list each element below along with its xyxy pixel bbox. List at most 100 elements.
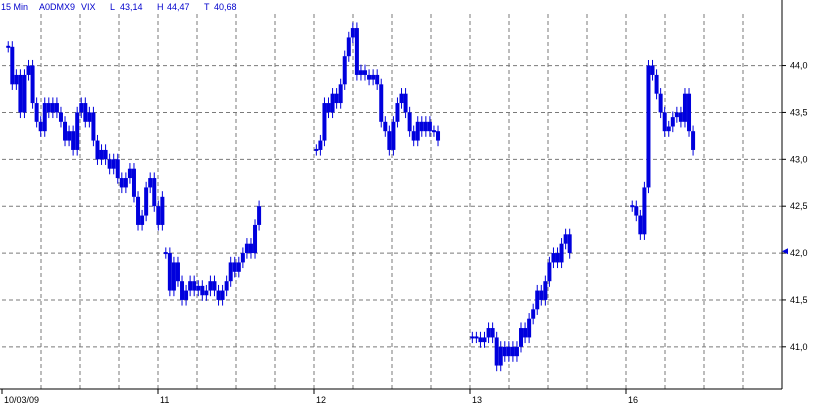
candle-body — [148, 178, 153, 188]
candle-body — [514, 346, 519, 357]
candle-body — [175, 262, 180, 282]
candle-body — [322, 103, 327, 141]
candle-body — [658, 93, 663, 113]
candle-body — [354, 28, 359, 75]
candle-body — [75, 112, 80, 150]
candle-body — [156, 206, 161, 225]
candle-body — [171, 262, 176, 291]
y-tick-label: 42,0 — [790, 248, 808, 258]
candle-body — [107, 159, 112, 169]
candle-body — [99, 149, 104, 160]
candle-body — [111, 159, 116, 169]
candle-body — [236, 262, 241, 272]
candle-body — [180, 281, 185, 300]
header-name: VIX — [81, 2, 96, 12]
candle-body — [63, 121, 68, 141]
candle-body — [163, 252, 168, 255]
last-price-marker-group — [782, 248, 788, 255]
candle-body — [6, 45, 11, 48]
candle-body — [358, 70, 363, 75]
candle-body — [638, 215, 643, 235]
candle-body — [188, 281, 193, 291]
candle-body — [184, 290, 189, 300]
candle-body — [391, 121, 396, 150]
candle-body — [54, 103, 59, 113]
candle-body — [152, 178, 157, 207]
candle-body — [144, 187, 149, 216]
candle-body — [519, 328, 524, 347]
x-tick-label: 12 — [316, 395, 326, 405]
candle-body — [551, 253, 556, 263]
candle-body — [196, 285, 201, 291]
candle-body — [220, 290, 225, 300]
candle-body — [58, 112, 63, 122]
x-tick-labels: 10/03/09 11 12 13 16 — [1, 389, 638, 405]
candle-body — [363, 70, 368, 75]
candle-body — [490, 328, 495, 338]
candle-body — [38, 121, 43, 132]
candle-body — [436, 131, 441, 141]
candle-body — [567, 234, 572, 254]
candle-body — [498, 346, 503, 366]
candle-body — [411, 131, 416, 141]
candle-body — [79, 103, 84, 113]
candle-body — [395, 103, 400, 122]
candle-body — [42, 103, 47, 132]
candle-body — [399, 93, 404, 104]
candle-body — [204, 290, 209, 296]
header-high-value: 44,47 — [167, 2, 190, 12]
candle-body — [431, 130, 436, 133]
candle-body — [678, 112, 683, 122]
candle-body — [224, 281, 229, 291]
candle-body — [478, 337, 483, 343]
candle-body — [103, 149, 108, 160]
candle-body — [10, 46, 15, 85]
candle-body — [212, 281, 217, 291]
candle-body — [527, 318, 532, 338]
candle-body — [486, 328, 491, 338]
candle-body — [115, 159, 120, 179]
candle-body — [367, 74, 372, 80]
x-tick-label: 16 — [628, 395, 638, 405]
candle-body — [494, 337, 499, 366]
candle-body — [123, 178, 128, 188]
candle-body — [642, 187, 647, 235]
candle-body — [531, 309, 536, 319]
header-symbol: A0DMX9 — [39, 2, 75, 12]
candle-body — [22, 74, 27, 113]
candle-body — [654, 74, 659, 94]
candle-body — [547, 262, 552, 282]
grid-lines — [2, 14, 782, 389]
candle-body — [334, 93, 339, 104]
header-high-label: H — [157, 2, 164, 12]
candle-series — [6, 22, 696, 372]
candle-body — [140, 215, 145, 225]
candle-body — [119, 178, 124, 188]
candle-body — [427, 121, 432, 132]
candle-body — [346, 37, 351, 57]
candle-body — [131, 168, 136, 197]
candle-body — [666, 126, 671, 132]
candle-body — [559, 243, 564, 263]
candle-body — [419, 121, 424, 132]
candle-body — [257, 206, 262, 225]
candle-body — [216, 290, 221, 300]
candle-body — [83, 103, 88, 122]
candle-body — [30, 65, 35, 104]
header-interval: 15 Min — [1, 2, 28, 12]
candle-body — [535, 290, 540, 310]
x-tick-label: 10/03/09 — [4, 395, 39, 405]
last-price-marker — [782, 248, 788, 255]
y-tick-label: 41,0 — [790, 342, 808, 352]
candle-body — [192, 281, 197, 291]
candle-body — [200, 285, 205, 296]
candle-body — [423, 121, 428, 132]
header-low-label: L — [110, 2, 115, 12]
candle-body — [650, 65, 655, 75]
y-tick-label: 41,5 — [790, 295, 808, 305]
header-last-value: 40,68 — [214, 2, 237, 12]
candle-body — [523, 328, 528, 338]
candle-body — [403, 93, 408, 113]
candle-body — [691, 131, 696, 150]
